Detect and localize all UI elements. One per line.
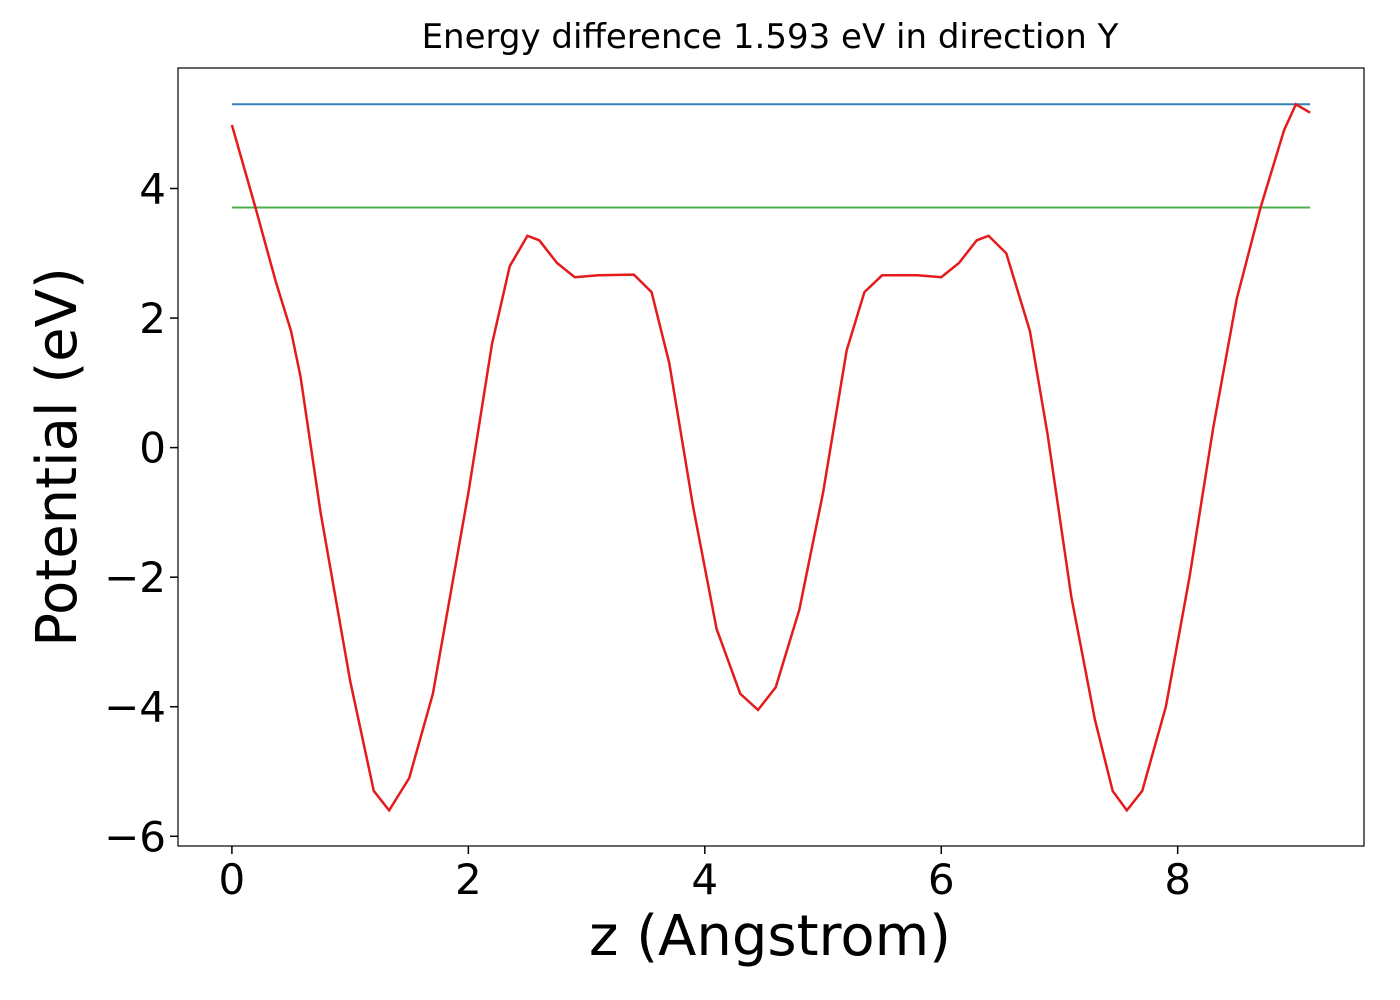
x-tick-label: 0 [219, 855, 246, 904]
y-tick-label: −4 [104, 683, 166, 732]
y-tick-label: −6 [104, 812, 166, 861]
y-tick-label: 4 [139, 164, 166, 213]
x-tick-label: 4 [691, 855, 718, 904]
y-tick-label: 0 [139, 424, 166, 473]
y-tick-label: −2 [104, 553, 166, 602]
x-tick-label: 2 [455, 855, 482, 904]
x-tick-label: 8 [1164, 855, 1191, 904]
chart-title: Energy difference 1.593 eV in direction … [422, 17, 1119, 57]
line-series [230, 102, 1311, 813]
plot-frame [177, 67, 1365, 847]
y-axis-label: Potential (eV) [25, 267, 90, 647]
x-tick-label: 6 [928, 855, 955, 904]
x-axis-label: z (Angstrom) [589, 904, 951, 969]
y-tick-label: 2 [139, 294, 166, 343]
